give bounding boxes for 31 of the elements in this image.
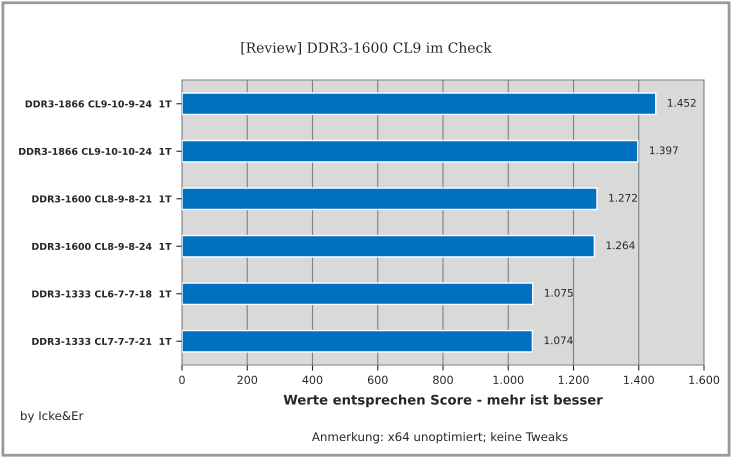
- data-label: 1.075: [544, 288, 573, 297]
- bar: [182, 140, 638, 163]
- x-tick-label: 0: [179, 376, 185, 384]
- x-tick-label: 200: [237, 376, 258, 384]
- x-tick-label: 1.000: [494, 376, 524, 384]
- text: Anmerkung: x64 unoptimiert; keine Tweaks: [312, 432, 568, 444]
- y-tick-label: DDR3-1333 CL7-7-7-21 1T: [32, 338, 172, 345]
- data-label: 1.264: [606, 241, 635, 250]
- bar: [182, 92, 656, 116]
- text: by Icke&Er: [21, 411, 84, 422]
- y-tick-label: DDR3-1866 CL9-10-9-24 1T: [26, 100, 172, 108]
- x-axis-title: Werte entsprechen Score - mehr ist besser: [284, 394, 603, 408]
- x-tick-label: 1.400: [624, 376, 654, 384]
- y-tick-label: DDR3-1333 CL6-7-7-18 1T: [32, 290, 172, 298]
- bar: [182, 187, 598, 210]
- data-label: 1.397: [650, 146, 678, 154]
- y-tick-label: DDR3-1600 CL8-9-8-21 1T: [32, 195, 172, 202]
- x-tick-label: 1.200: [558, 376, 589, 384]
- data-label: 1.272: [609, 194, 637, 202]
- y-tick-label: DDR3-1600 CL8-9-8-24 1T: [32, 242, 172, 250]
- data-label: 1.452: [668, 98, 696, 107]
- bar: [182, 282, 534, 306]
- x-tick-label: 400: [302, 376, 322, 384]
- y-tick-label: DDR3-1866 CL9-10-10-24 1T: [19, 148, 172, 155]
- data-label: 1.074: [544, 336, 573, 344]
- x-tick-label: 600: [368, 376, 388, 384]
- x-tick-label: 1.600: [689, 376, 720, 384]
- bar: [182, 330, 534, 353]
- bar: [182, 234, 596, 258]
- x-tick-label: 800: [433, 376, 453, 384]
- chart-subtitle: [Review] DDR3-1600 CL9 im Check: [241, 42, 492, 54]
